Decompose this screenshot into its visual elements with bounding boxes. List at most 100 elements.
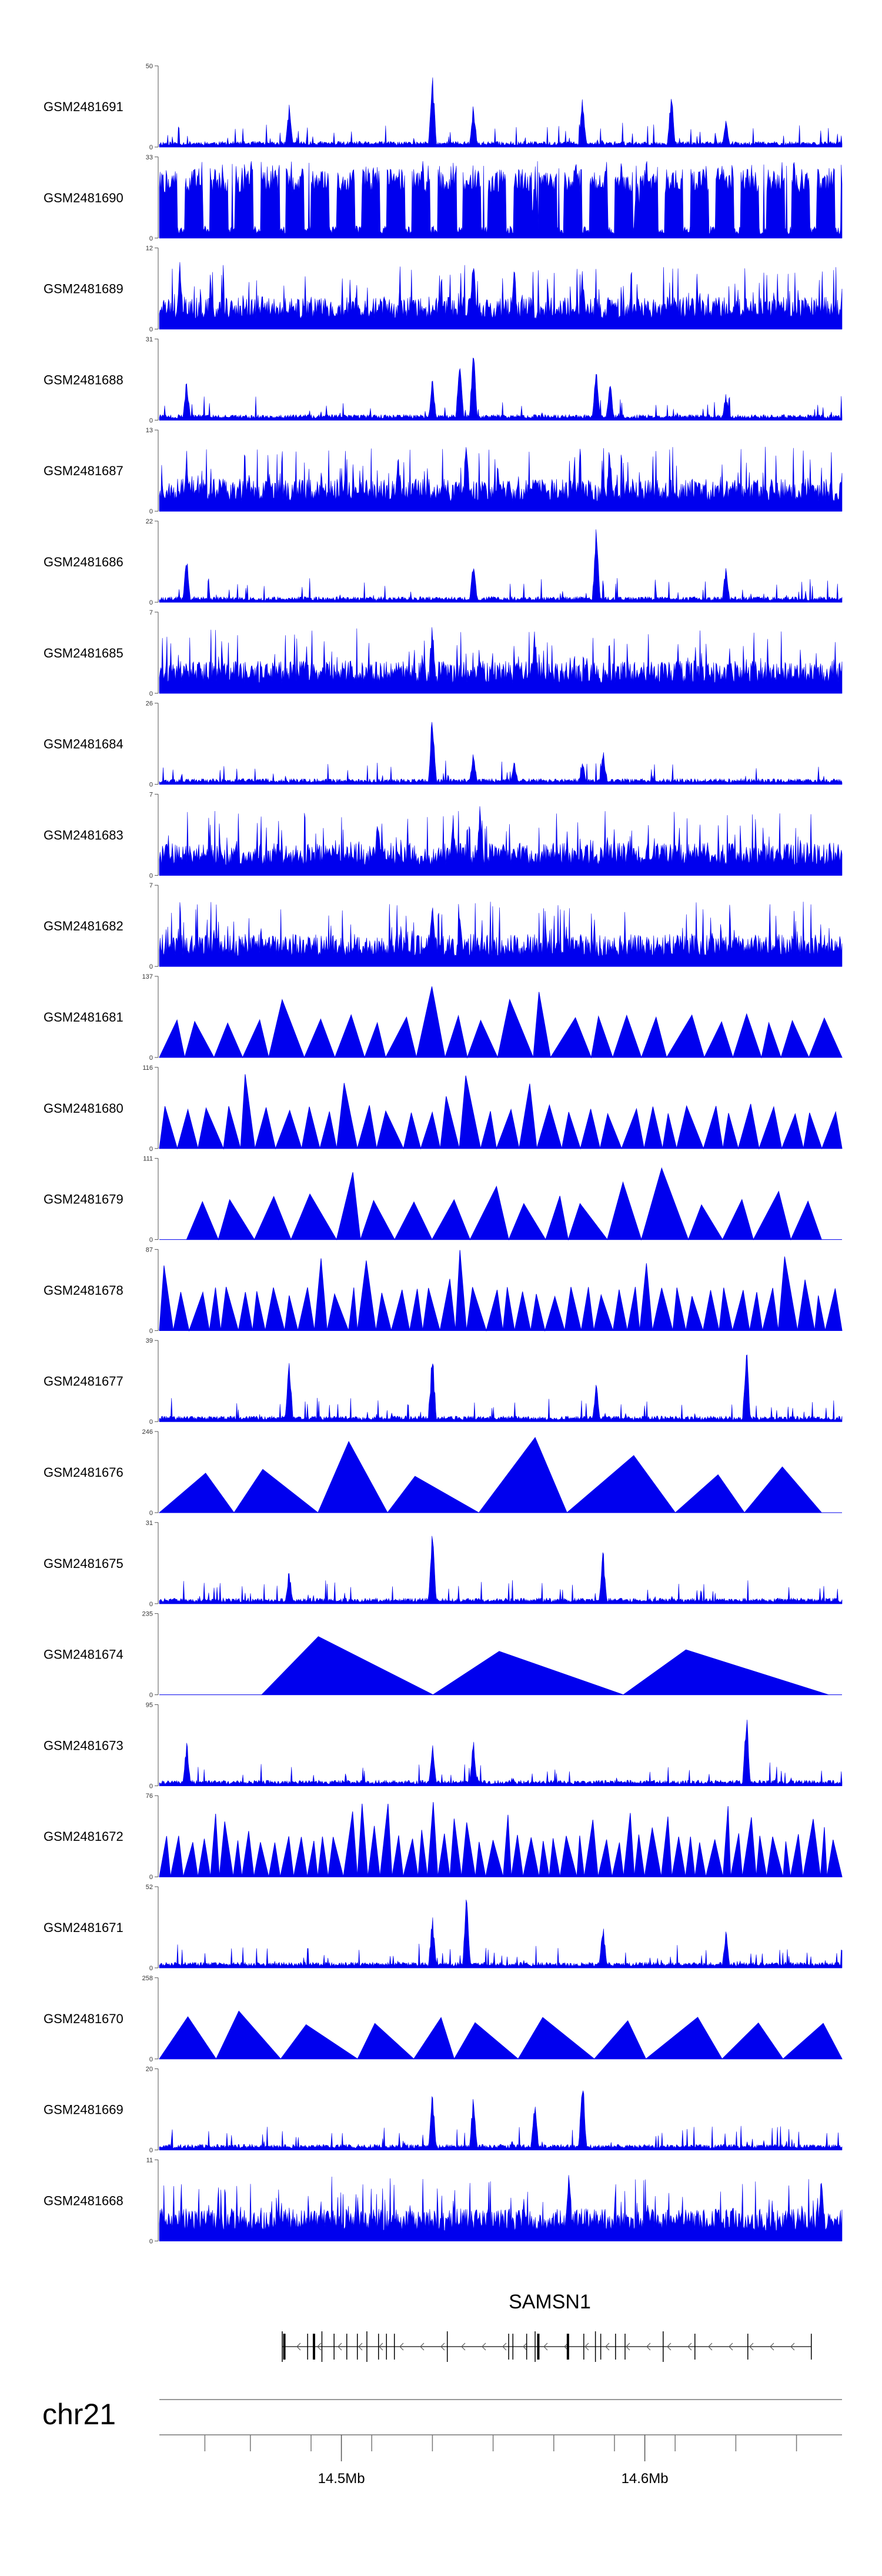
strand-arrow [749,2343,754,2351]
track-signal [159,1802,843,1877]
y-zero-label: 0 [149,1055,153,1062]
strand-arrow [399,2343,404,2351]
track-GSM2481676: GSM2481676 246 0 [44,1429,842,1517]
track-GSM2481689: GSM2481689 12 0 [44,245,843,333]
track-GSM2481678: GSM2481678 87 0 [44,1246,843,1334]
track-label: GSM2481682 [44,919,123,933]
track-GSM2481685: GSM2481685 7 0 [44,609,843,698]
y-max-label: 11 [146,2157,153,2164]
y-max-label: 31 [146,336,153,343]
y-zero-label: 0 [149,235,153,242]
genome-axis: chr21 14.5Mb 14.6Mb [42,2398,842,2487]
track-signal [159,722,843,785]
y-zero-label: 0 [149,144,153,151]
strand-arrow [790,2343,795,2351]
strand-arrow [584,2343,589,2351]
track-label: GSM2481683 [44,827,123,842]
y-zero-label: 0 [149,872,153,879]
track-label: GSM2481668 [44,2193,123,2208]
y-max-label: 258 [142,1975,153,1982]
track-GSM2481670: GSM2481670 258 0 [44,1975,843,2063]
y-zero-label: 0 [149,2056,153,2063]
y-zero-label: 0 [149,1692,153,1699]
strand-arrow [420,2343,425,2351]
track-label: GSM2481681 [44,1010,123,1025]
track-label: GSM2481690 [44,191,123,205]
gene-track: SAMSN1 [282,2291,812,2362]
y-zero-label: 0 [149,508,153,515]
track-signal [159,1719,843,1786]
track-label: GSM2481672 [44,1829,123,1844]
track-label: GSM2481688 [44,372,123,387]
track-signal [159,446,843,512]
chromosome-label: chr21 [42,2398,116,2431]
track-signal [159,1536,843,1604]
gene-name: SAMSN1 [509,2291,591,2313]
y-zero-label: 0 [149,1601,153,1608]
y-zero-label: 0 [149,1327,153,1334]
track-label: GSM2481670 [44,2011,123,2026]
track-label: GSM2481673 [44,1738,123,1753]
track-GSM2481687: GSM2481687 13 0 [44,427,843,515]
y-max-label: 7 [149,609,153,616]
strand-arrow [646,2343,651,2351]
y-max-label: 12 [146,245,153,252]
track-signal [159,1900,843,1968]
track-GSM2481677: GSM2481677 39 0 [44,1337,843,1426]
y-zero-label: 0 [149,1783,153,1790]
strand-arrow [543,2343,548,2351]
y-max-label: 52 [146,1884,153,1891]
tracks-layer: GSM2481691500GSM2481690330GSM2481689120G… [44,63,843,2245]
track-signal [159,1074,843,1150]
y-max-label: 76 [146,1793,153,1800]
axis-label: 14.5Mb [318,2471,365,2487]
strand-arrow [770,2343,774,2351]
track-label: GSM2481689 [44,282,123,296]
track-label: GSM2481680 [44,1101,123,1116]
track-signal [159,357,843,421]
strand-arrow [379,2343,383,2351]
track-GSM2481681: GSM2481681 137 0 [44,973,843,1062]
track-signal [159,986,843,1059]
y-max-label: 22 [146,518,153,525]
y-zero-label: 0 [149,1419,153,1426]
y-max-label: 111 [143,1156,153,1163]
y-zero-label: 0 [149,1510,153,1517]
track-label: GSM2481679 [44,1192,123,1207]
track-GSM2481673: GSM2481673 95 0 [44,1701,843,1790]
y-max-label: 116 [142,1065,153,1072]
strand-arrow [502,2343,507,2351]
track-label: GSM2481691 [44,99,123,114]
track-GSM2481684: GSM2481684 26 0 [44,700,843,789]
y-zero-label: 0 [149,2147,153,2154]
track-label: GSM2481677 [44,1374,123,1389]
track-GSM2481671: GSM2481671 52 0 [44,1884,843,1972]
y-zero-label: 0 [149,1146,153,1153]
strand-arrow [338,2343,342,2351]
strand-arrow [440,2343,445,2351]
strand-arrow [461,2343,466,2351]
y-max-label: 95 [146,1701,153,1709]
track-label: GSM2481684 [44,737,123,752]
track-GSM2481682: GSM2481682 7 0 [44,882,843,970]
y-max-label: 31 [146,1520,153,1527]
track-GSM2481680: GSM2481680 116 0 [44,1065,843,1153]
track-signal [159,627,843,694]
y-zero-label: 0 [149,2238,153,2245]
y-max-label: 235 [142,1611,153,1618]
track-signal [159,2090,843,2150]
track-GSM2481686: GSM2481686 22 0 [44,518,843,606]
track-GSM2481668: GSM2481668 11 0 [44,2157,843,2245]
track-label: GSM2481685 [44,646,123,660]
track-GSM2481691: GSM2481691 50 0 [44,63,843,151]
y-max-label: 39 [146,1337,153,1344]
strand-arrow [605,2343,610,2351]
track-label: GSM2481687 [44,463,123,478]
y-zero-label: 0 [149,690,153,698]
y-zero-label: 0 [149,326,153,333]
track-label: GSM2481678 [44,1283,123,1297]
y-zero-label: 0 [149,599,153,606]
track-signal [159,1354,843,1422]
strand-arrow [296,2343,301,2351]
